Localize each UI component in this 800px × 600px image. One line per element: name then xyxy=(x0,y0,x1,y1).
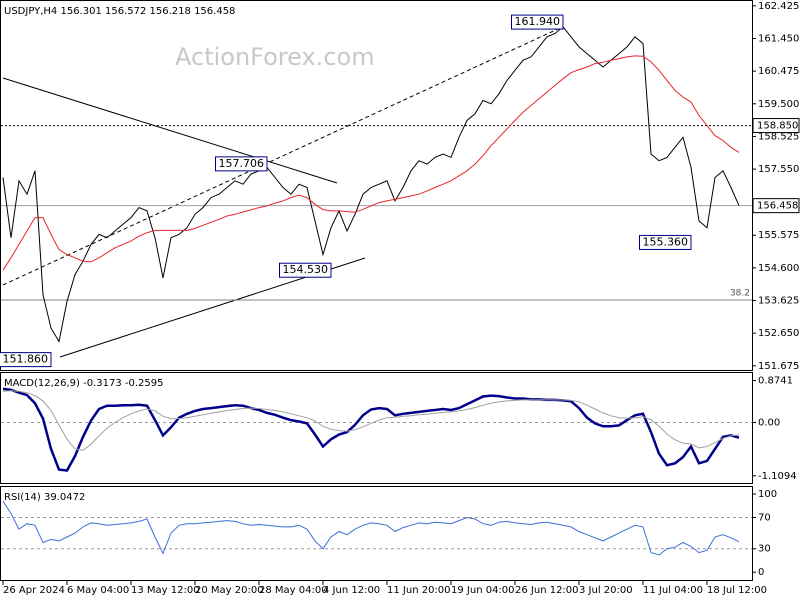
series-line xyxy=(2,500,740,556)
y-tick-label: 160.475 xyxy=(758,66,799,77)
x-tick-label: 6 May 04:00 xyxy=(67,585,129,596)
x-tick-label: 20 May 20:00 xyxy=(195,585,264,596)
main-frame xyxy=(0,0,753,371)
series-line xyxy=(2,55,740,271)
y-tick-label: 153.625 xyxy=(758,296,799,307)
price-label-box xyxy=(752,118,800,134)
y-tick-label: 161.450 xyxy=(758,34,799,45)
panel-frames xyxy=(0,0,753,581)
series-line xyxy=(2,390,740,451)
annotation-box xyxy=(511,14,564,30)
panel-title: USDJPY,H4 156.301 156.572 156.218 156.45… xyxy=(4,6,235,17)
x-tick-label: 11 Jul 04:00 xyxy=(643,585,703,596)
x-tick-label: 3 Jul 20:00 xyxy=(579,585,633,596)
fib-label: 38.2 xyxy=(730,289,750,299)
y-tick-label: 154.600 xyxy=(758,263,799,274)
y-tick-label: 70 xyxy=(758,512,771,523)
x-tick-label: 26 Apr 2024 xyxy=(3,585,65,596)
series-line xyxy=(2,387,740,472)
panel-title: MACD(12,26,9) -0.3173 -0.2595 xyxy=(4,378,164,389)
x-tick-label: 11 Jun 20:00 xyxy=(387,585,451,596)
watermark: ActionForex.com xyxy=(175,43,375,71)
annotation-label: 154.530 xyxy=(283,263,329,276)
rsi-frame xyxy=(0,486,753,581)
annotation-box xyxy=(0,352,52,368)
x-tick-label: 28 May 04:00 xyxy=(259,585,328,596)
annotation-box xyxy=(215,156,268,172)
y-tick-label: 30 xyxy=(758,544,771,555)
y-tick-label: -1.1094 xyxy=(758,471,797,482)
y-tick-label: 158.525 xyxy=(758,131,799,142)
trendline xyxy=(2,77,338,184)
y-tick-label: 0 xyxy=(758,567,764,578)
annotation-label: 151.860 xyxy=(3,353,49,366)
x-tick-label: 19 Jun 04:00 xyxy=(451,585,515,596)
price-label: 156.458 xyxy=(757,201,798,212)
macd-frame xyxy=(0,372,753,484)
y-tick-label: 0.00 xyxy=(758,417,780,428)
annotation-label: 155.360 xyxy=(643,235,689,248)
price-label: 158.850 xyxy=(757,121,798,132)
y-tick-label: 157.550 xyxy=(758,164,799,175)
y-tick-label: 151.675 xyxy=(758,361,799,372)
x-tick-label: 13 May 12:00 xyxy=(131,585,200,596)
price-label-box xyxy=(752,198,800,214)
y-tick-label: 0.8741 xyxy=(758,375,793,386)
annotation-box xyxy=(639,234,692,250)
x-tick-label: 18 Jul 12:00 xyxy=(707,585,767,596)
channel-line xyxy=(2,27,561,286)
x-tick-label: 4 Jun 12:00 xyxy=(323,585,380,596)
annotation-label: 157.706 xyxy=(219,157,265,170)
y-tick-label: 100 xyxy=(758,489,777,500)
x-tick-label: 26 Jun 12:00 xyxy=(515,585,579,596)
annotation-label: 161.940 xyxy=(515,15,561,28)
y-tick-label: 152.650 xyxy=(758,328,799,339)
panel-title: RSI(14) 39.0472 xyxy=(4,492,85,503)
y-tick-label: 159.500 xyxy=(758,99,799,110)
series-line xyxy=(2,26,740,343)
annotation-box xyxy=(279,262,332,278)
y-tick-label: 155.575 xyxy=(758,230,799,241)
y-tick-label: 162.425 xyxy=(758,1,799,12)
